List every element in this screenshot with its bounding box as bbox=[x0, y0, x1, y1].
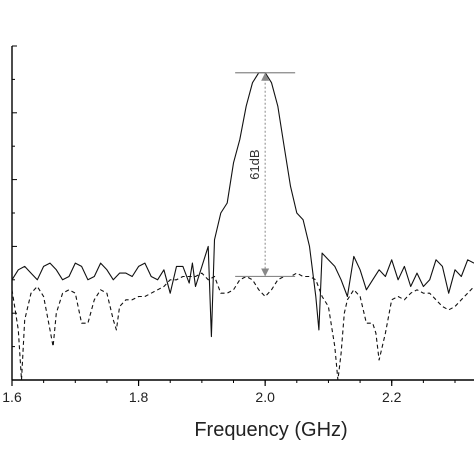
x-tick-label-1: 1.8 bbox=[129, 389, 149, 405]
series-layer bbox=[11, 72, 474, 381]
annotation-arrow-up bbox=[261, 72, 270, 81]
annotation-label: 61dB bbox=[247, 149, 262, 179]
x-tick-label-2: 2.0 bbox=[255, 389, 275, 405]
annotation-layer: 61dB bbox=[235, 72, 296, 278]
series-line-dashed bbox=[11, 272, 474, 381]
axes-layer: 1.6 1.8 2.0 2.2 bbox=[2, 45, 474, 405]
x-tick-label-0: 1.6 bbox=[2, 389, 22, 405]
x-tick-label-3: 2.2 bbox=[382, 389, 402, 405]
x-axis-title: Frequency (GHz) bbox=[194, 419, 347, 441]
annotation-arrow-down bbox=[261, 268, 270, 277]
series-line-solid bbox=[11, 72, 474, 338]
